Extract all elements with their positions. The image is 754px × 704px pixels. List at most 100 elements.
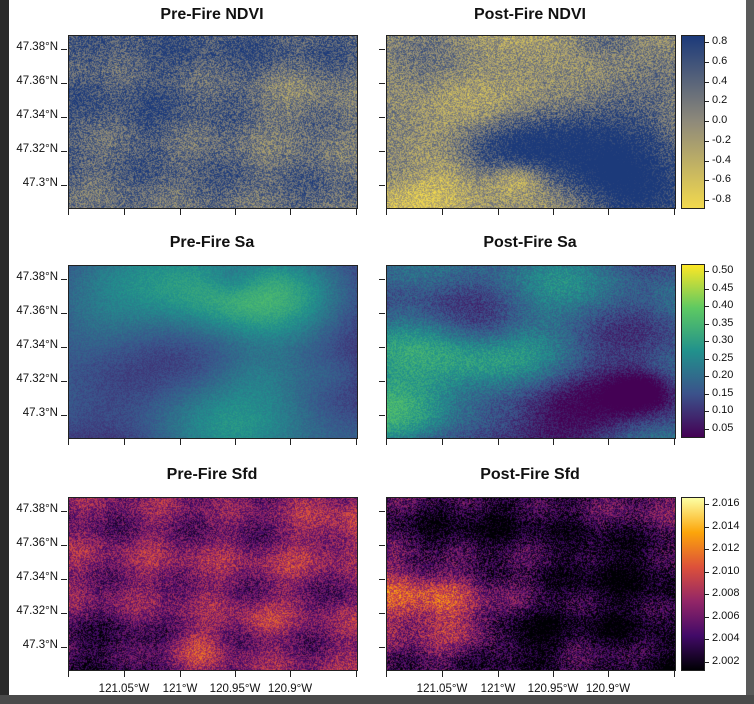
- colorbar-tick-mark: [704, 394, 709, 395]
- x-tick-mark: [386, 209, 387, 215]
- x-tick-mark: [68, 671, 69, 677]
- x-tick-mark: [290, 209, 291, 215]
- colorbar-tick-label: 0.50: [712, 264, 733, 276]
- y-tick-mark: [61, 151, 67, 152]
- colorbar-tick-label: 0.10: [712, 404, 733, 416]
- x-tick-mark: [68, 439, 69, 445]
- y-tick-label: 47.34°N: [9, 571, 58, 583]
- y-tick-mark: [379, 117, 385, 118]
- colorbar-tick-label: 0.40: [712, 299, 733, 311]
- colorbar-tick-label: 0.05: [712, 422, 733, 434]
- chart-title: Post-Fire Sa: [386, 234, 674, 252]
- colorbar-tick-mark: [704, 359, 709, 360]
- y-tick-label: 47.3°N: [9, 177, 58, 189]
- y-tick-mark: [379, 151, 385, 152]
- x-tick-mark: [180, 209, 181, 215]
- x-tick-mark: [356, 671, 357, 677]
- y-tick-label: 47.32°N: [9, 373, 58, 385]
- colorbar-tick-label: 2.008: [712, 587, 740, 599]
- y-tick-label: 47.34°N: [9, 109, 58, 121]
- colorbar-tick-label: -0.2: [712, 134, 731, 146]
- colorbar-tick-mark: [704, 101, 709, 102]
- x-tick-label: 120.9°W: [576, 683, 640, 695]
- y-tick-label: 47.38°N: [9, 41, 58, 53]
- heatmap-raster: [68, 35, 358, 209]
- colorbar: [681, 264, 705, 438]
- colorbar-tick-mark: [704, 289, 709, 290]
- colorbar-tick-label: 0.35: [712, 317, 733, 329]
- chart-title: Post-Fire NDVI: [386, 6, 674, 24]
- colorbar-tick-mark: [704, 62, 709, 63]
- x-tick-mark: [442, 439, 443, 445]
- y-tick-mark: [61, 83, 67, 84]
- y-tick-mark: [379, 185, 385, 186]
- colorbar-tick-mark: [704, 161, 709, 162]
- x-tick-mark: [235, 439, 236, 445]
- x-tick-mark: [608, 439, 609, 445]
- colorbar-tick-mark: [704, 411, 709, 412]
- y-tick-label: 47.38°N: [9, 271, 58, 283]
- x-tick-mark: [290, 439, 291, 445]
- y-tick-mark: [379, 347, 385, 348]
- chart-title: Pre-Fire Sa: [68, 234, 356, 252]
- colorbar-tick-label: 0.15: [712, 387, 733, 399]
- colorbar-tick-mark: [704, 324, 709, 325]
- y-tick-mark: [61, 381, 67, 382]
- y-tick-label: 47.36°N: [9, 537, 58, 549]
- x-tick-mark: [498, 439, 499, 445]
- colorbar-tick-label: 0.4: [712, 75, 727, 87]
- colorbar-tick-label: 2.012: [712, 542, 740, 554]
- y-tick-label: 47.3°N: [9, 407, 58, 419]
- x-tick-mark: [608, 671, 609, 677]
- colorbar-tick-mark: [704, 617, 709, 618]
- x-tick-mark: [180, 671, 181, 677]
- y-tick-label: 47.38°N: [9, 503, 58, 515]
- x-tick-mark: [356, 209, 357, 215]
- x-tick-mark: [674, 671, 675, 677]
- y-tick-mark: [379, 83, 385, 84]
- y-tick-mark: [379, 381, 385, 382]
- colorbar: [681, 497, 705, 671]
- y-tick-mark: [379, 49, 385, 50]
- y-tick-mark: [61, 613, 67, 614]
- colorbar-tick-mark: [704, 639, 709, 640]
- colorbar-tick-label: -0.4: [712, 154, 731, 166]
- y-tick-mark: [61, 279, 67, 280]
- y-tick-label: 47.32°N: [9, 143, 58, 155]
- x-tick-mark: [290, 671, 291, 677]
- y-tick-mark: [61, 49, 67, 50]
- heatmap-raster: [68, 265, 358, 439]
- colorbar-tick-mark: [704, 429, 709, 430]
- heatmap-raster: [386, 265, 676, 439]
- heatmap-canvas: [387, 266, 675, 438]
- background-shadow: [0, 695, 754, 704]
- y-tick-mark: [61, 511, 67, 512]
- x-tick-label: 121.05°W: [92, 683, 156, 695]
- y-tick-mark: [61, 545, 67, 546]
- y-tick-mark: [61, 185, 67, 186]
- chart-title: Pre-Fire Sfd: [68, 466, 356, 484]
- background-strip: [0, 0, 9, 704]
- y-tick-mark: [379, 313, 385, 314]
- y-tick-mark: [61, 647, 67, 648]
- x-tick-mark: [356, 439, 357, 445]
- y-tick-mark: [379, 647, 385, 648]
- y-tick-label: 47.3°N: [9, 639, 58, 651]
- x-tick-mark: [124, 209, 125, 215]
- y-tick-mark: [379, 545, 385, 546]
- x-tick-mark: [553, 439, 554, 445]
- heatmap-canvas: [69, 498, 357, 670]
- heatmap-canvas: [69, 36, 357, 208]
- colorbar-tick-mark: [704, 271, 709, 272]
- chart-title: Pre-Fire NDVI: [68, 6, 356, 24]
- y-tick-mark: [61, 579, 67, 580]
- colorbar-tick-label: 2.016: [712, 497, 740, 509]
- heatmap-canvas: [387, 36, 675, 208]
- x-tick-mark: [442, 209, 443, 215]
- colorbar-tick-label: 0.25: [712, 352, 733, 364]
- colorbar-tick-label: 0.45: [712, 282, 733, 294]
- colorbar-tick-label: 0.20: [712, 369, 733, 381]
- y-tick-mark: [379, 613, 385, 614]
- x-tick-mark: [442, 671, 443, 677]
- x-tick-mark: [553, 671, 554, 677]
